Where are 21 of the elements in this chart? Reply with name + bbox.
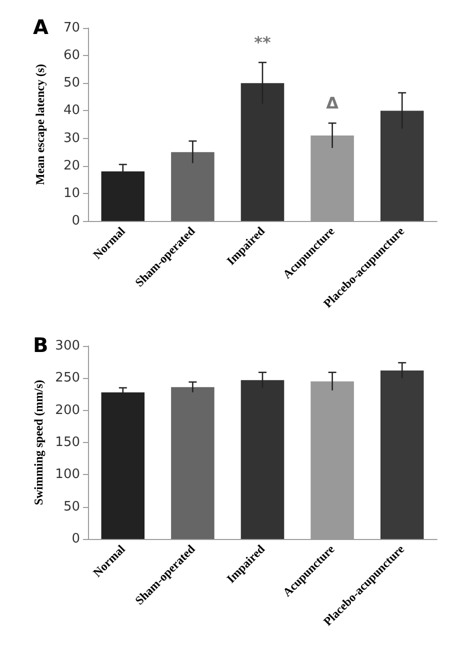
annotation: Δ	[326, 94, 340, 113]
y-tick-label: 10	[63, 186, 80, 201]
y-tick-label: 50	[63, 76, 80, 91]
y-tick-label: 20	[63, 158, 80, 174]
y-tick-label: 0	[72, 532, 80, 546]
y-tick-label: 250	[55, 370, 80, 386]
chart-title: B	[33, 333, 48, 357]
y-tick-label: 30	[63, 130, 80, 146]
y-tick-label: 100	[55, 467, 80, 482]
y-tick-label: 40	[63, 103, 80, 118]
y-axis-title: Mean escape latency (s)	[33, 64, 47, 185]
y-tick-label: 50	[63, 499, 80, 514]
y-axis-title: Swimming speed (mm/s)	[31, 380, 46, 506]
chart-title: A	[33, 15, 49, 39]
y-tick-label: 70	[63, 20, 80, 36]
annotation: **	[254, 32, 272, 52]
y-tick-label: 60	[63, 48, 80, 64]
y-tick-label: 150	[55, 435, 80, 450]
y-tick-label: 300	[55, 338, 80, 354]
y-tick-label: 0	[72, 214, 80, 228]
y-tick-label: 200	[55, 402, 80, 418]
